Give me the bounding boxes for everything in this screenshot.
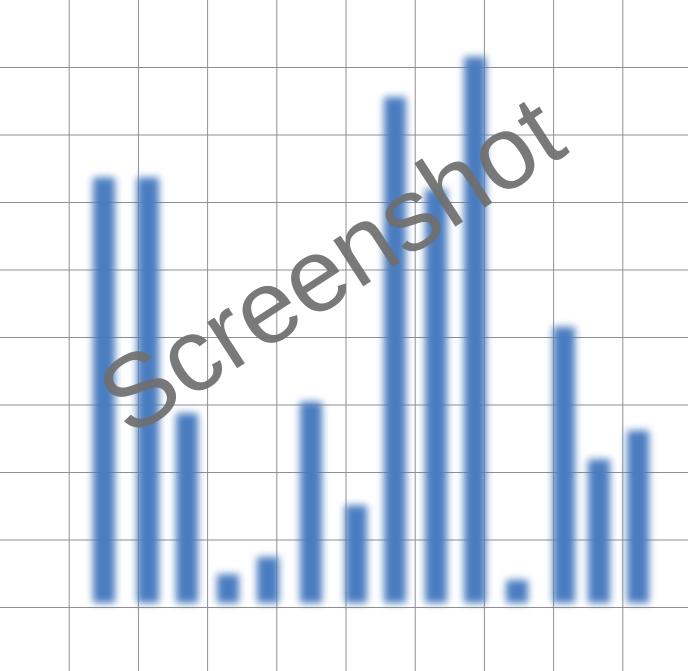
bar bbox=[588, 459, 610, 604]
bar bbox=[300, 401, 322, 604]
bar bbox=[627, 430, 649, 603]
chart-plot bbox=[93, 56, 649, 604]
bar bbox=[384, 97, 406, 603]
bar bbox=[553, 327, 575, 603]
bar bbox=[137, 177, 159, 603]
bar bbox=[93, 177, 115, 603]
bar bbox=[217, 574, 239, 604]
bars bbox=[93, 56, 649, 604]
bar bbox=[506, 580, 528, 603]
bar bbox=[425, 189, 447, 603]
bar bbox=[345, 505, 367, 604]
bar bbox=[176, 413, 198, 604]
bar bbox=[464, 56, 486, 604]
bar bbox=[257, 557, 279, 603]
